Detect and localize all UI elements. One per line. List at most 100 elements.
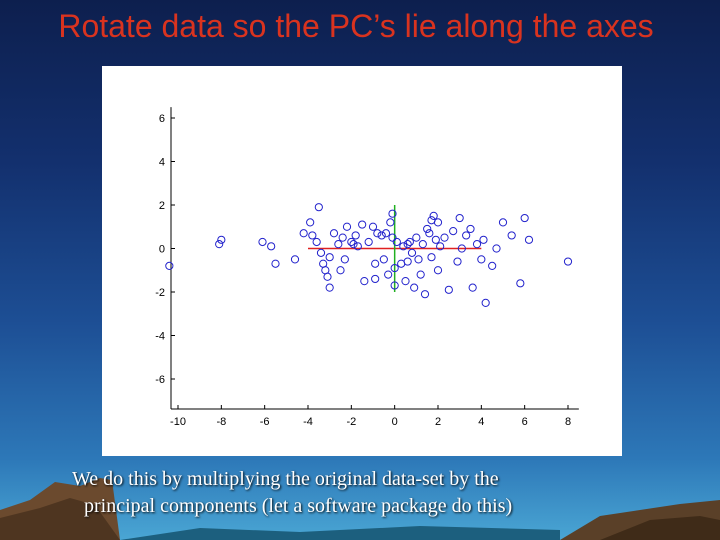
x-tick-label: 2 xyxy=(435,416,441,428)
data-point xyxy=(392,237,401,247)
x-tick-label: -4 xyxy=(303,416,313,428)
x-tick-label: 0 xyxy=(392,416,398,428)
data-point xyxy=(215,240,224,249)
data-point xyxy=(492,244,501,253)
scatter-points xyxy=(165,203,573,307)
data-point xyxy=(477,255,486,264)
data-point xyxy=(373,229,382,238)
data-point xyxy=(308,231,317,240)
data-point xyxy=(507,231,516,240)
data-point xyxy=(325,253,334,262)
data-point xyxy=(390,281,399,290)
data-point xyxy=(312,237,321,247)
y-tick-label: 4 xyxy=(159,157,165,169)
x-tick-label: -6 xyxy=(260,416,270,428)
data-point xyxy=(217,235,226,244)
x-tick-label: 6 xyxy=(522,416,528,428)
y-tick-label: -6 xyxy=(155,374,165,386)
data-point xyxy=(347,237,356,247)
data-point xyxy=(420,290,430,299)
data-point xyxy=(407,248,417,257)
data-point xyxy=(306,218,315,227)
slide-caption: We do this by multiplying the original d… xyxy=(72,466,632,520)
slide-title: Rotate data so the PC’s lie along the ax… xyxy=(58,8,654,44)
caption-line-1: We do this by multiplying the original d… xyxy=(72,468,499,490)
data-point xyxy=(418,240,427,249)
x-tick-label: -8 xyxy=(216,416,226,428)
data-point xyxy=(323,272,332,281)
caption-line-2: principal components (let a software pac… xyxy=(84,495,513,517)
y-tick-label: 0 xyxy=(159,244,165,256)
data-point xyxy=(360,277,369,286)
data-point xyxy=(524,235,534,244)
data-point xyxy=(364,237,373,247)
data-point xyxy=(440,233,449,242)
data-point xyxy=(388,209,397,218)
scatter-chart: -10 -8 -6 -4 -2 0 2 4 6 8 6 4 2 0 -2 -4 -6 xyxy=(155,107,579,428)
data-point xyxy=(386,218,395,227)
x-tick-label: -10 xyxy=(170,416,186,428)
data-point xyxy=(399,242,408,251)
data-point xyxy=(466,224,475,234)
data-point xyxy=(351,231,360,240)
data-point xyxy=(479,235,488,244)
data-point xyxy=(431,235,440,244)
y-tick-label: -4 xyxy=(155,331,165,343)
x-tick-label: 8 xyxy=(565,416,571,428)
data-point xyxy=(371,274,380,284)
data-point xyxy=(381,229,391,238)
axes: -10 -8 -6 -4 -2 0 2 4 6 8 6 4 2 0 -2 -4 -6 xyxy=(155,107,579,428)
data-point xyxy=(371,259,380,268)
data-point xyxy=(316,248,326,257)
data-point xyxy=(336,266,345,275)
data-point xyxy=(353,242,362,251)
data-point xyxy=(472,240,482,249)
data-point xyxy=(453,257,462,266)
mountain-backdrop xyxy=(0,478,720,540)
data-point xyxy=(403,240,412,249)
data-point xyxy=(412,233,421,242)
data-point xyxy=(329,229,339,238)
data-point xyxy=(358,220,367,229)
principal-component-lines xyxy=(308,205,482,292)
data-point xyxy=(414,255,423,264)
data-point xyxy=(379,255,388,264)
data-point xyxy=(520,213,529,223)
data-point xyxy=(342,222,352,231)
data-point xyxy=(444,285,453,294)
data-point xyxy=(455,213,464,223)
y-tick-label: 6 xyxy=(159,113,165,125)
data-point xyxy=(258,237,267,247)
data-point xyxy=(457,244,466,253)
data-point xyxy=(314,203,323,212)
data-point xyxy=(340,255,349,264)
data-point xyxy=(468,283,477,292)
data-point xyxy=(349,240,358,249)
data-point xyxy=(390,263,399,273)
data-point xyxy=(267,242,276,251)
data-point xyxy=(410,283,419,292)
data-point xyxy=(427,253,436,262)
data-point xyxy=(488,261,497,270)
data-point xyxy=(299,229,308,238)
y-tick-label: -2 xyxy=(155,287,165,299)
data-point xyxy=(377,231,386,240)
data-point xyxy=(325,283,334,292)
data-point xyxy=(403,257,412,266)
data-point xyxy=(449,227,458,236)
x-tick-label: 4 xyxy=(478,416,484,428)
y-tick-label: 2 xyxy=(159,200,165,212)
data-point xyxy=(429,211,438,220)
data-point xyxy=(433,266,443,275)
data-point xyxy=(498,218,508,227)
data-point xyxy=(436,242,445,251)
data-point xyxy=(368,222,378,231)
data-point xyxy=(388,233,397,242)
data-point xyxy=(290,255,300,264)
data-point xyxy=(271,259,280,268)
plot-panel: -10 -8 -6 -4 -2 0 2 4 6 8 6 4 2 0 -2 -4 -6 xyxy=(102,66,622,456)
data-point xyxy=(481,298,490,307)
data-point xyxy=(165,261,174,270)
data-point xyxy=(516,279,525,288)
x-tick-label: -2 xyxy=(346,416,356,428)
